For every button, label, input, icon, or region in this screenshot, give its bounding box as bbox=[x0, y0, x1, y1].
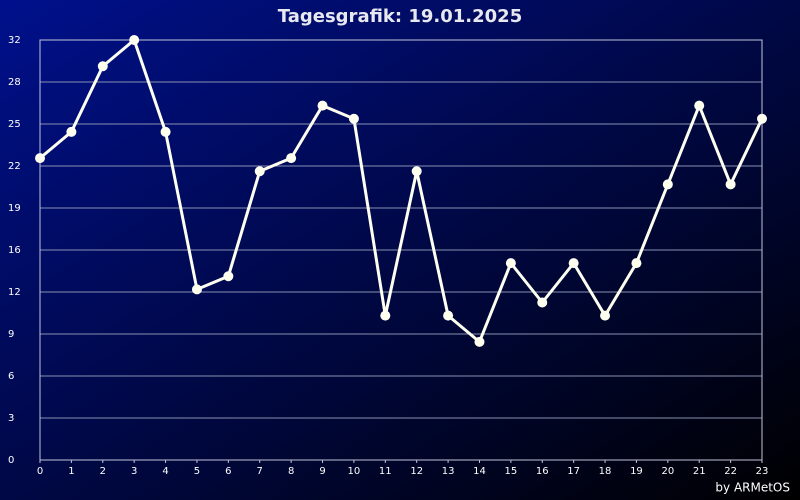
line bbox=[39, 38, 764, 344]
point bbox=[129, 35, 140, 45]
x-tick-label: 4 bbox=[162, 466, 168, 477]
x-tick-label: 8 bbox=[288, 466, 294, 477]
point bbox=[317, 100, 328, 111]
point bbox=[505, 258, 516, 269]
y-tick-label: 9 bbox=[8, 329, 14, 340]
x-tick-label: 12 bbox=[410, 466, 423, 477]
point bbox=[380, 310, 391, 321]
point bbox=[35, 153, 45, 164]
point bbox=[443, 310, 454, 321]
x-tick-label: 21 bbox=[693, 466, 706, 477]
y-tick-label: 22 bbox=[8, 161, 21, 172]
y-tick-label: 25 bbox=[8, 119, 21, 130]
point bbox=[568, 258, 579, 269]
x-tick-label: 10 bbox=[348, 466, 361, 477]
point bbox=[725, 179, 736, 190]
y-tick-label: 16 bbox=[8, 245, 21, 256]
point bbox=[474, 336, 485, 347]
point bbox=[694, 100, 705, 111]
x-tick-label: 0 bbox=[37, 466, 43, 477]
x-tick-label: 17 bbox=[567, 466, 580, 477]
x-tick-label: 19 bbox=[630, 466, 643, 477]
x-tick-label: 23 bbox=[756, 466, 769, 477]
point bbox=[600, 310, 611, 321]
x-tick-label: 3 bbox=[131, 466, 137, 477]
x-tick-label: 9 bbox=[319, 466, 325, 477]
x-tick-label: 7 bbox=[257, 466, 263, 477]
footer: by ARMetOS bbox=[715, 481, 790, 495]
point bbox=[662, 179, 673, 190]
x-tick-label: 18 bbox=[599, 466, 612, 477]
point bbox=[348, 113, 359, 124]
x-tick-label: 16 bbox=[536, 466, 549, 477]
y-tick-label: 12 bbox=[8, 287, 21, 298]
y-tick-label: 6 bbox=[8, 371, 14, 382]
point bbox=[160, 126, 171, 137]
x-tick-label: 5 bbox=[194, 466, 200, 477]
plot-frame bbox=[39, 39, 763, 461]
point bbox=[223, 271, 234, 282]
point bbox=[631, 258, 642, 269]
x-tick-label: 14 bbox=[473, 466, 486, 477]
point bbox=[66, 126, 77, 137]
x-tick-label: 22 bbox=[724, 466, 737, 477]
x-tick-label: 2 bbox=[100, 466, 106, 477]
point bbox=[537, 297, 548, 308]
point bbox=[254, 166, 265, 177]
y-tick-label: 0 bbox=[8, 455, 14, 466]
y-tick-label: 19 bbox=[8, 203, 21, 214]
x-tick-label: 6 bbox=[225, 466, 231, 477]
x-tick-label: 11 bbox=[379, 466, 392, 477]
point bbox=[97, 61, 108, 72]
chart-title: Tagesgrafik: 19.01.2025 bbox=[278, 6, 522, 27]
y-tick-label: 3 bbox=[8, 413, 14, 424]
x-tick-label: 13 bbox=[442, 466, 455, 477]
point bbox=[757, 113, 767, 124]
y-tick-label: 28 bbox=[8, 77, 21, 88]
x-tick-label: 15 bbox=[505, 466, 518, 477]
point bbox=[286, 153, 297, 164]
point bbox=[411, 166, 422, 177]
x-tick-label: 1 bbox=[68, 466, 74, 477]
point bbox=[191, 284, 202, 295]
x-tick-label: 20 bbox=[661, 466, 674, 477]
y-tick-label: 32 bbox=[8, 35, 21, 46]
